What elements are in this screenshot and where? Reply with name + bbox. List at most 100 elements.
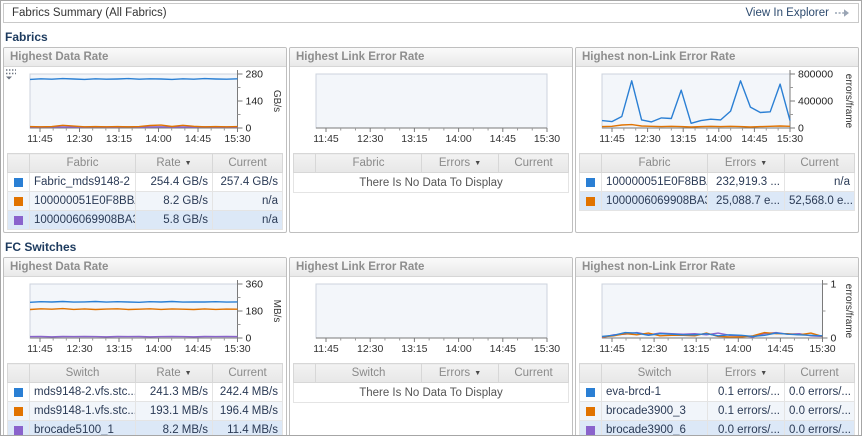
column-header-fabric[interactable]: Fabric <box>315 153 422 173</box>
sort-desc-icon: ▼ <box>184 370 192 377</box>
column-header-switch[interactable]: Switch <box>29 363 136 383</box>
svg-text:14:45: 14:45 <box>767 343 793 355</box>
current-value-cell: 52,568.0 e... <box>784 191 855 211</box>
column-header-current[interactable]: Current <box>212 153 283 173</box>
column-header-rate[interactable]: Rate ▼ <box>135 153 213 173</box>
table-row[interactable]: 1000006069908BA3 5.8 GB/s n/a <box>7 210 283 230</box>
entity-name-cell: Fabric_mds9148-2 <box>29 172 136 192</box>
svg-text:14:00: 14:00 <box>706 133 732 145</box>
svg-text:14:00: 14:00 <box>445 133 471 145</box>
series-color-swatch <box>14 425 23 435</box>
table-row[interactable]: brocade5100_1 8.2 MB/s 11.4 MB/s <box>7 420 283 435</box>
line-chart: 11:45 12:30 13:15 14:00 14:45 15:30 0 180 360 MB/… <box>4 277 286 363</box>
swatch-column-header <box>579 153 602 173</box>
column-header-current[interactable]: Current <box>212 363 283 383</box>
panel-switches-nonlink-error-rate: Highest non-Link Error Rate 11:45 12:30 13… <box>575 257 859 435</box>
series-swatch-cell <box>7 191 30 211</box>
column-header-switch[interactable]: Switch <box>315 363 422 383</box>
panel-title: Highest non-Link Error Rate <box>576 48 858 67</box>
rate-value-cell: 5.8 GB/s <box>135 210 213 230</box>
section-title-fabrics: Fabrics <box>5 30 48 44</box>
svg-text:11:45: 11:45 <box>313 133 339 145</box>
chart-canvas: 11:45 12:30 13:15 14:00 14:45 15:300 140 280 GB/… <box>27 69 282 146</box>
svg-text:12:30: 12:30 <box>66 343 92 355</box>
table-row[interactable]: eva-brcd-1 0.1 errors/... 0.0 errors/... <box>579 382 855 402</box>
svg-text:15:30: 15:30 <box>534 343 560 355</box>
svg-text:13:15: 13:15 <box>106 343 132 355</box>
panel-fabrics-data-rate: Highest Data Rate 11:45 12:30 13:15 14:00 14… <box>3 47 287 233</box>
svg-text:12:30: 12:30 <box>66 133 92 145</box>
table-row[interactable]: 100000051E0F8BBA 232,919.3 ... n/a <box>579 172 855 192</box>
entity-name-cell: mds9148-1.vfs.stc... <box>29 401 136 421</box>
svg-text:15:30: 15:30 <box>777 133 803 145</box>
chart-canvas: 11:45 12:30 13:15 14:00 14:45 15:300 180 360 MB/… <box>27 279 282 356</box>
current-value-cell: n/a <box>212 191 283 211</box>
chart-canvas: 11:45 12:30 13:15 14:00 14:45 15:300 1 errors/f… <box>599 279 854 356</box>
series-swatch-cell <box>579 172 602 192</box>
table-row[interactable]: 1000006069908BA3 25,088.7 e... 52,568.0 e.… <box>579 191 855 211</box>
column-header-switch[interactable]: Switch <box>601 363 708 383</box>
entity-name-cell: brocade5100_1 <box>29 420 136 435</box>
panel-title: Highest non-Link Error Rate <box>576 258 858 277</box>
table-row[interactable]: mds9148-1.vfs.stc... 193.1 MB/s 196.4 MB/s <box>7 401 283 421</box>
svg-text:15:30: 15:30 <box>809 343 835 355</box>
table-row[interactable]: mds9148-2.vfs.stc... 241.3 MB/s 242.4 MB/s <box>7 382 283 402</box>
fabric-data-rate-table: Fabric Rate ▼ Current Fabric_mds9148-2 254.4 … <box>7 153 283 230</box>
panel-fabrics-link-error-rate: Highest Link Error Rate 11:45 12:30 13:15 1… <box>289 47 573 233</box>
entity-name-cell: mds9148-2.vfs.stc... <box>29 382 136 402</box>
column-header-fabric[interactable]: Fabric <box>601 153 708 173</box>
column-header-errors[interactable]: Errors ▼ <box>707 153 785 173</box>
entity-name-cell: 1000006069908BA3 <box>601 191 708 211</box>
sort-desc-icon: ▼ <box>474 370 482 377</box>
series-swatch-cell <box>7 210 30 230</box>
svg-text:0: 0 <box>798 123 804 135</box>
svg-text:15:30: 15:30 <box>534 133 560 145</box>
chart-canvas: 11:45 12:30 13:15 14:00 14:45 15:30 <box>313 73 560 145</box>
entity-name-cell: brocade3900_3 <box>601 401 708 421</box>
chart-canvas: 11:45 12:30 13:15 14:00 14:45 15:300 400000 800… <box>599 69 854 146</box>
line-chart: 11:45 12:30 13:15 14:00 14:45 15:30 <box>290 67 572 153</box>
svg-text:13:15: 13:15 <box>670 133 696 145</box>
svg-text:14:45: 14:45 <box>490 343 516 355</box>
entity-name-cell: 1000006069908BA3 <box>29 210 136 230</box>
current-value-cell: n/a <box>212 210 283 230</box>
current-value-cell: 0.0 errors/... <box>784 382 855 402</box>
column-header-current[interactable]: Current <box>784 363 855 383</box>
series-swatch-cell <box>7 420 30 435</box>
column-header-errors[interactable]: Errors ▼ <box>421 363 499 383</box>
current-value-cell: 11.4 MB/s <box>212 420 283 435</box>
svg-text:11:45: 11:45 <box>313 343 339 355</box>
current-value-cell: 257.4 GB/s <box>212 172 283 192</box>
svg-text:11:45: 11:45 <box>27 343 53 355</box>
panel-title: Highest Data Rate <box>4 48 286 67</box>
swatch-column-header <box>293 363 316 383</box>
series-swatch-cell <box>7 382 30 402</box>
table-row[interactable]: brocade3900_6 0.0 errors/... 0.0 errors/..… <box>579 420 855 435</box>
column-header-current[interactable]: Current <box>784 153 855 173</box>
column-header-errors[interactable]: Errors ▼ <box>707 363 785 383</box>
table-row[interactable]: 100000051E0F8BBA 8.2 GB/s n/a <box>7 191 283 211</box>
chart-options-icon[interactable] <box>4 68 17 80</box>
svg-text:400000: 400000 <box>798 96 833 108</box>
table-row[interactable]: Fabric_mds9148-2 254.4 GB/s 257.4 GB/s <box>7 172 283 192</box>
panel-title: Highest Data Rate <box>4 258 286 277</box>
column-header-current[interactable]: Current <box>498 153 569 173</box>
series-swatch-cell <box>579 382 602 402</box>
chart-canvas: 11:45 12:30 13:15 14:00 14:45 15:30 <box>313 283 560 355</box>
column-header-fabric[interactable]: Fabric <box>29 153 136 173</box>
series-swatch-cell <box>579 191 602 211</box>
current-value-cell: 196.4 MB/s <box>212 401 283 421</box>
svg-text:800000: 800000 <box>798 69 833 81</box>
entity-name-cell: eva-brcd-1 <box>601 382 708 402</box>
sort-desc-icon: ▼ <box>760 370 768 377</box>
swatch-column-header <box>579 363 602 383</box>
column-header-errors[interactable]: Errors ▼ <box>421 153 499 173</box>
view-in-explorer-link[interactable]: View In Explorer <box>745 7 850 19</box>
column-header-current[interactable]: Current <box>498 363 569 383</box>
column-header-rate[interactable]: Rate ▼ <box>135 363 213 383</box>
series-color-swatch <box>14 196 23 206</box>
table-row[interactable]: brocade3900_3 0.1 errors/... 0.0 errors/..… <box>579 401 855 421</box>
swatch-column-header <box>7 363 30 383</box>
svg-text:1: 1 <box>831 279 837 291</box>
panel-title: Highest Link Error Rate <box>290 48 572 67</box>
